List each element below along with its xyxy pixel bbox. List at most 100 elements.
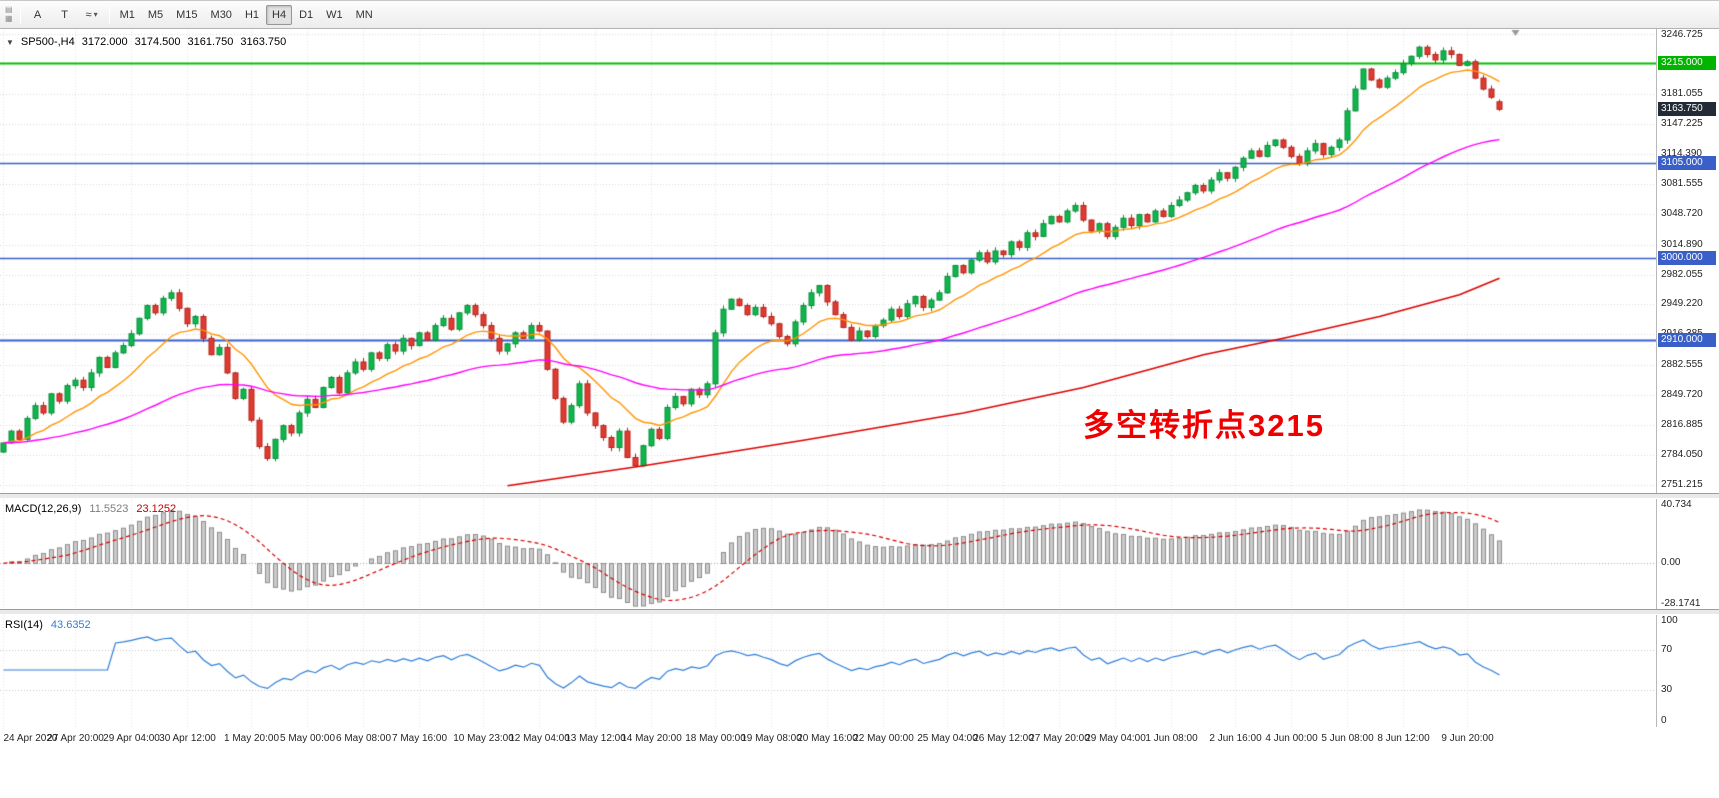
timeframe-button-d1[interactable]: D1 (299, 8, 314, 21)
time-axis-label: 27 May 20:00 (1029, 733, 1090, 744)
symbol-ohlc-title: ▼ SP500-,H4 3172.000 3174.500 3161.750 3… (6, 36, 286, 48)
macd-signal-value: 23.1252 (136, 503, 177, 515)
chart-area: ▼ SP500-,H4 3172.000 3174.500 3161.750 3… (0, 29, 1719, 798)
price-axis[interactable]: 3246.725 3181.055 3147.225 3114.390 3081.555… (1656, 29, 1719, 493)
price-axis-label: 2982.055 (1661, 268, 1703, 280)
price-axis-label: 2849.720 (1661, 388, 1703, 400)
time-axis-label: 5 May 00:00 (279, 733, 336, 744)
rsi-axis-label: 0 (1661, 715, 1667, 726)
price-axis-label: 2882.555 (1661, 359, 1703, 371)
time-axis-label: 20 May 16:00 (797, 733, 858, 744)
rsi-axis-label: 30 (1661, 684, 1673, 696)
toolbar-dock: ▤ ▦ (2, 6, 16, 23)
price-axis-label: 2816.885 (1661, 418, 1703, 430)
ohlc-close: 3163.750 (240, 36, 287, 48)
symbol-timeframe: SP500-,H4 (20, 36, 75, 48)
price-axis-label: 3147.225 (1661, 118, 1703, 130)
time-axis-label: 6 May 08:00 (335, 733, 392, 744)
time-axis-label: 29 May 04:00 (1085, 733, 1146, 744)
time-axis-label: 18 May 00:00 (685, 733, 746, 744)
time-axis-label: 9 Jun 20:00 (1441, 733, 1494, 744)
price-axis-label: 2949.220 (1661, 298, 1703, 310)
rsi-axis[interactable]: 100 70 30 0 (1656, 615, 1719, 727)
time-axis-label: 14 May 20:00 (621, 733, 682, 744)
price-axis-label: 3246.725 (1661, 29, 1703, 40)
timeframe-button-m1[interactable]: M1 (119, 8, 135, 21)
time-axis-label: 7 May 16:00 (391, 733, 448, 744)
time-axis-label: 4 Jun 00:00 (1265, 733, 1318, 744)
rsi-label: RSI(14) (5, 619, 43, 631)
price-tag-2910.000: 2910.000 (1658, 333, 1716, 348)
rsi-chart-canvas[interactable] (0, 615, 1656, 727)
macd-panel: MACD(12,26,9) 11.5523 23.1252 40.734 0.00… (0, 499, 1719, 609)
ohlc-open: 3172.000 (81, 36, 128, 48)
toolbar-separator (19, 5, 21, 24)
time-axis-label: 8 Jun 12:00 (1377, 733, 1430, 744)
timeframe-button-m5[interactable]: M5 (147, 8, 164, 21)
timeframe-button-w1[interactable]: W1 (326, 8, 343, 21)
ohlc-low: 3161.750 (187, 36, 234, 48)
chart-annotation-text[interactable]: 多空转折点3215 (1083, 408, 1325, 443)
rsi-value: 43.6352 (50, 619, 91, 631)
price-panel: ▼ SP500-,H4 3172.000 3174.500 3161.750 3… (0, 29, 1719, 493)
symbol-marker-icon: ▼ (6, 37, 14, 47)
time-axis-label: 29 Apr 04:00 (103, 733, 160, 744)
macd-label: MACD(12,26,9) (5, 503, 82, 515)
time-axis-label: 10 May 23:00 (453, 733, 514, 744)
macd-chart-canvas[interactable] (0, 499, 1656, 609)
macd-main-value: 11.5523 (89, 503, 129, 515)
chart-toolbar: ▤ ▦ A T ≈ ▾ M1 M5 M15 M30 H1 H4 D1 W1 MN (0, 1, 1719, 29)
macd-axis-label: 40.734 (1661, 499, 1692, 511)
timeframe-button-h4[interactable]: H4 (266, 4, 293, 25)
price-chart-canvas[interactable] (0, 29, 1656, 493)
price-axis-label: 2751.215 (1661, 478, 1703, 490)
rsi-panel: RSI(14) 43.6352 100 70 30 0 (0, 615, 1719, 727)
dropdown-caret-icon: ▾ (93, 10, 98, 19)
time-axis-label: 25 May 04:00 (917, 733, 978, 744)
price-tag-3163.750: 3163.750 (1658, 102, 1716, 117)
price-axis-label: 2784.050 (1661, 448, 1703, 460)
timeframe-button-mn[interactable]: MN (355, 8, 373, 21)
time-axis-label: 12 May 04:00 (509, 733, 570, 744)
ohlc-high: 3174.500 (134, 36, 181, 48)
price-axis-label: 3181.055 (1661, 87, 1703, 99)
rsi-title: RSI(14) 43.6352 (5, 619, 91, 631)
panel-separator[interactable] (0, 493, 1719, 499)
time-axis-label: 24 Apr 2020 (3, 733, 58, 744)
time-axis-label: 2 Jun 16:00 (1209, 733, 1262, 744)
macd-axis[interactable]: 40.734 0.00 -28.1741 (1656, 499, 1719, 609)
price-axis-label: 3014.890 (1661, 238, 1703, 250)
time-axis-label: 19 May 08:00 (741, 733, 802, 744)
panel-separator[interactable] (0, 609, 1719, 615)
price-tag-3105.000: 3105.000 (1658, 155, 1716, 170)
time-axis-label: 26 May 12:00 (973, 733, 1034, 744)
cursor-tool[interactable]: A (33, 8, 42, 21)
timeframe-button-h1[interactable]: H1 (244, 8, 259, 21)
price-tag-3215.000: 3215.000 (1658, 55, 1716, 70)
timeframe-button-m30[interactable]: M30 (210, 8, 232, 21)
chart-window-icon[interactable]: ▤ (5, 5, 13, 14)
chart-grid-icon[interactable]: ▦ (5, 14, 13, 23)
price-axis-label: 3048.720 (1661, 207, 1703, 219)
timeframe-buttons: M1 M5 M15 M30 H1 H4 D1 W1 MN (114, 4, 379, 25)
toolbar-separator (108, 5, 110, 24)
tool-buttons: A T ≈ ▾ (25, 5, 105, 25)
time-axis[interactable]: 24 Apr 2020 27 Apr 20:00 29 Apr 04:00 30 Ap… (0, 727, 1719, 751)
time-axis-label: 1 Jun 08:00 (1145, 733, 1198, 744)
indicators-tool[interactable]: ≈ ▾ (85, 8, 98, 21)
time-axis-label: 22 May 00:00 (853, 733, 914, 744)
timeframe-button-m15[interactable]: M15 (176, 8, 198, 21)
macd-title: MACD(12,26,9) 11.5523 23.1252 (5, 503, 176, 515)
rsi-axis-label: 70 (1661, 643, 1673, 655)
time-axis-label: 1 May 20:00 (223, 733, 280, 744)
price-tag-3000.000: 3000.000 (1658, 251, 1716, 266)
text-tool[interactable]: T (61, 8, 68, 21)
rsi-axis-label: 100 (1661, 615, 1678, 626)
time-axis-label: 5 Jun 08:00 (1321, 733, 1374, 744)
time-axis-label: 27 Apr 20:00 (47, 733, 104, 744)
time-axis-label: 30 Apr 12:00 (159, 733, 216, 744)
time-axis-label: 13 May 12:00 (565, 733, 626, 744)
price-axis-label: 3081.555 (1661, 178, 1703, 190)
price-axis-label: 3114.390 (1661, 148, 1702, 160)
